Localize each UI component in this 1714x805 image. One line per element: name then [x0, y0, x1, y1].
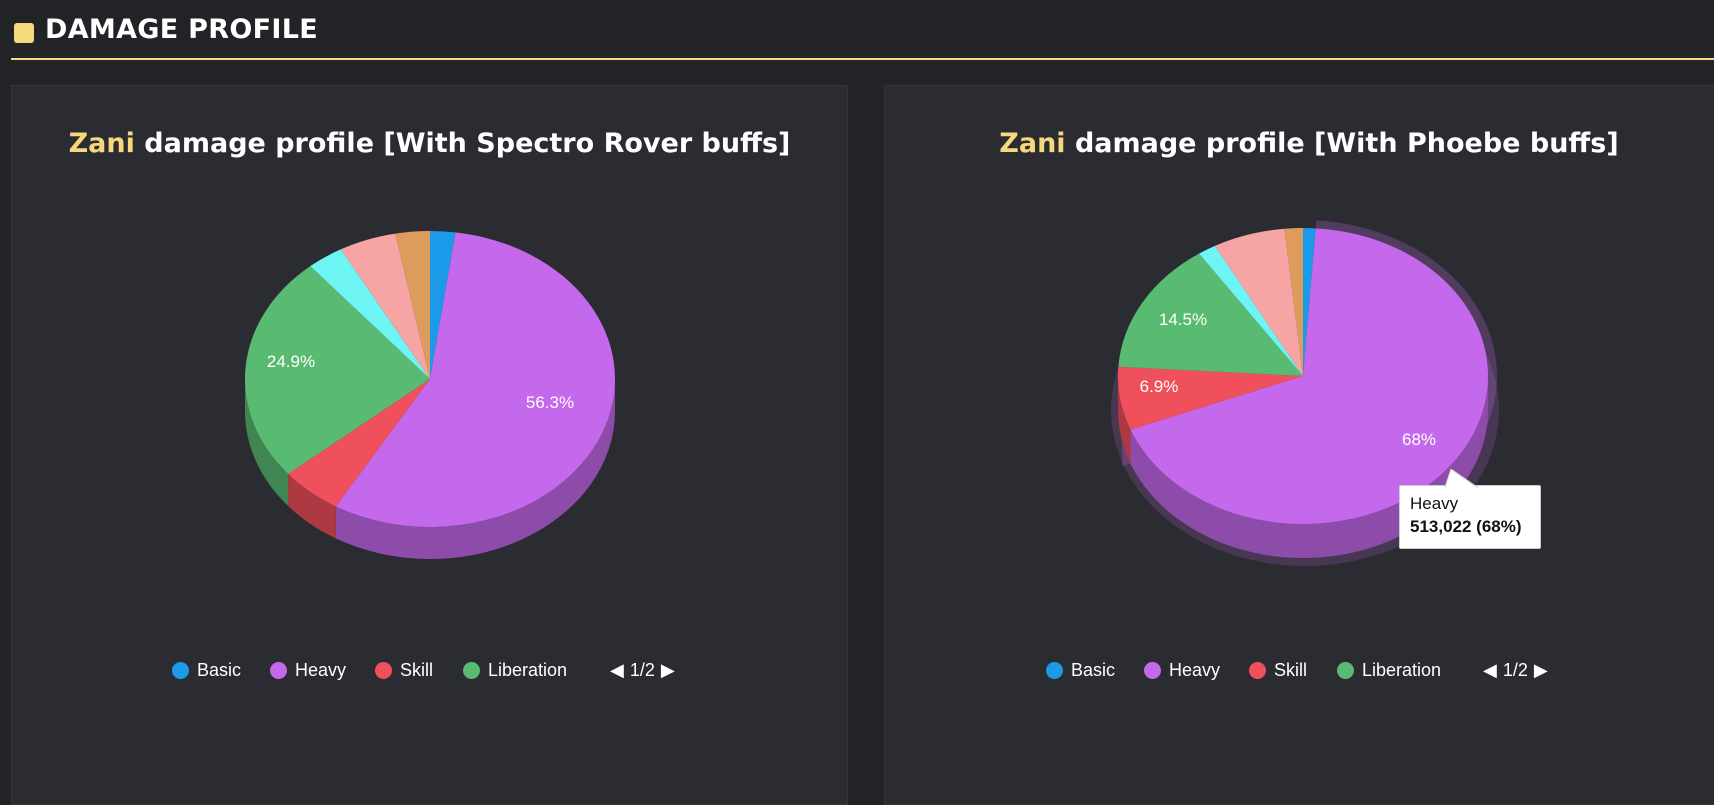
legend-label: Basic	[1071, 660, 1116, 680]
pager-text: 1/2	[1502, 660, 1528, 680]
legend-dot-icon	[463, 662, 480, 679]
slice-wall	[245, 379, 289, 507]
legend-label: Liberation	[488, 660, 568, 680]
pie-data-label: 24.9%	[267, 352, 315, 371]
legend-label: Heavy	[295, 660, 347, 680]
section-marker-icon	[14, 23, 34, 43]
chart-tooltip: Heavy 513,022 (68%)	[1399, 469, 1541, 549]
legend-dot-icon	[270, 662, 287, 679]
legend-pager: ◀ 1/2 ▶	[610, 660, 675, 681]
legend-item-skill[interactable]: Skill	[375, 660, 433, 681]
legend-dot-icon	[172, 662, 189, 679]
tooltip-label: Heavy	[1410, 494, 1459, 513]
pager-prev-icon[interactable]: ◀	[610, 660, 624, 680]
chart-title-character: Zani	[68, 128, 135, 159]
pie-data-label: 56.3%	[526, 393, 574, 412]
pie-slice-skill[interactable]	[288, 379, 430, 507]
pie-slice-other[interactable]	[1214, 228, 1303, 376]
pie-slice-other[interactable]	[1199, 245, 1303, 376]
slice-wall	[335, 379, 615, 559]
chart-legend: Basic Heavy Skill Liberation ◀ 1/2 ▶	[12, 660, 847, 690]
pie-chart: 56.3% 24.9%	[244, 231, 615, 559]
legend-label: Heavy	[1169, 660, 1221, 680]
legend-item-liberation[interactable]: Liberation	[1337, 660, 1441, 681]
pie-slice-basic[interactable]	[1303, 228, 1316, 376]
chart-title-character: Zani	[999, 128, 1066, 159]
pie-slice-heavy[interactable]	[335, 232, 615, 527]
legend-item-skill[interactable]: Skill	[1249, 660, 1307, 681]
chart-title: Zani damage profile [With Spectro Rover …	[12, 128, 847, 159]
pie-slice-skill[interactable]	[1118, 366, 1303, 430]
pie-slice-other[interactable]	[340, 233, 430, 379]
tooltip-value: 513,022 (68%)	[1410, 517, 1522, 536]
section-header: DAMAGE PROFILE	[11, 0, 1714, 60]
legend-item-basic[interactable]: Basic	[1046, 660, 1115, 681]
pie-chart: 68% 6.9% 14.5%	[1111, 220, 1499, 566]
legend-dot-icon	[1144, 662, 1161, 679]
legend-label: Basic	[197, 660, 242, 680]
pager-next-icon[interactable]: ▶	[660, 660, 675, 680]
legend-dot-icon	[1046, 662, 1063, 679]
pie-slice-other[interactable]	[310, 249, 430, 379]
legend-label: Skill	[400, 660, 434, 680]
slice-wall	[288, 474, 336, 539]
chart-title: Zani damage profile [With Phoebe buffs]	[885, 128, 1714, 159]
slice-wall	[1130, 376, 1488, 558]
pager-next-icon[interactable]: ▶	[1533, 660, 1548, 680]
legend-item-liberation[interactable]: Liberation	[463, 660, 567, 681]
chart-panel-spectro-rover: Zani damage profile [With Spectro Rover …	[11, 85, 848, 805]
pager-text: 1/2	[629, 660, 655, 680]
pager-prev-icon[interactable]: ◀	[1483, 660, 1497, 680]
legend-dot-icon	[1337, 662, 1354, 679]
tooltip-pointer-icon	[1445, 469, 1479, 488]
chart-title-text: damage profile [With Spectro Rover buffs…	[134, 128, 791, 159]
pie-data-label: 6.9%	[1140, 377, 1179, 396]
pie-data-label: 68%	[1402, 430, 1436, 449]
section-title: DAMAGE PROFILE	[45, 14, 318, 45]
chart-panel-phoebe: Zani damage profile [With Phoebe buffs] …	[884, 85, 1714, 805]
legend-dot-icon	[375, 662, 392, 679]
pie-slice-basic[interactable]	[430, 231, 456, 379]
chart-legend: Basic Heavy Skill Liberation ◀ 1/2 ▶	[885, 660, 1714, 690]
legend-pager: ◀ 1/2 ▶	[1483, 660, 1548, 681]
slice-wall	[1118, 376, 1131, 464]
pie-slice-other[interactable]	[395, 231, 430, 379]
legend-item-basic[interactable]: Basic	[172, 660, 241, 681]
pie-data-label: 14.5%	[1159, 310, 1207, 329]
pie-slice-liberation[interactable]	[244, 266, 430, 475]
legend-item-heavy[interactable]: Heavy	[1144, 660, 1220, 681]
legend-label: Liberation	[1362, 660, 1442, 680]
pie-slice-heavy[interactable]	[1130, 228, 1488, 525]
chart-title-text: damage profile [With Phoebe buffs]	[1065, 128, 1619, 159]
legend-label: Skill	[1274, 660, 1308, 680]
legend-dot-icon	[1249, 662, 1266, 679]
pie-slice-other[interactable]	[1284, 228, 1303, 376]
legend-item-heavy[interactable]: Heavy	[270, 660, 346, 681]
pie-slice-liberation[interactable]	[1118, 253, 1303, 376]
